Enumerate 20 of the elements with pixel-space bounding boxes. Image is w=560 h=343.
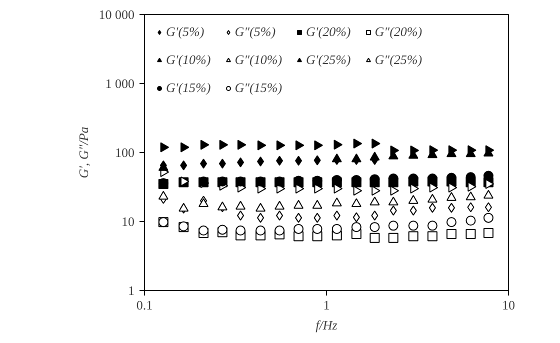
x-axis-title: f/Hz — [316, 318, 338, 332]
y-axis-title: G′, G″/Pa — [76, 126, 91, 178]
legend-label: G′(25%) — [306, 52, 351, 68]
x-tick-label: 10 — [502, 298, 515, 312]
y-tick-label: 100 — [115, 145, 134, 160]
x-tick-label: 0.1 — [136, 298, 153, 312]
y-tick-label: 1 000 — [105, 76, 134, 91]
legend-label: G′(10%) — [166, 52, 211, 68]
x-tick-label: 1 — [323, 298, 330, 312]
legend-label: G″(15%) — [234, 80, 282, 96]
legend-label: G′(5%) — [166, 24, 204, 40]
y-tick-label: 1 — [128, 283, 134, 298]
legend-label: G″(25%) — [374, 52, 422, 68]
legend-label: G″(20%) — [374, 24, 422, 40]
legend-label: G″(10%) — [234, 52, 282, 68]
legend-label: G″(5%) — [234, 24, 276, 40]
y-tick-label: 10 — [122, 214, 134, 229]
legend-label: G′(15%) — [166, 80, 211, 96]
y-tick-label: 10 000 — [98, 7, 134, 22]
legend-label: G′(20%) — [306, 24, 351, 40]
